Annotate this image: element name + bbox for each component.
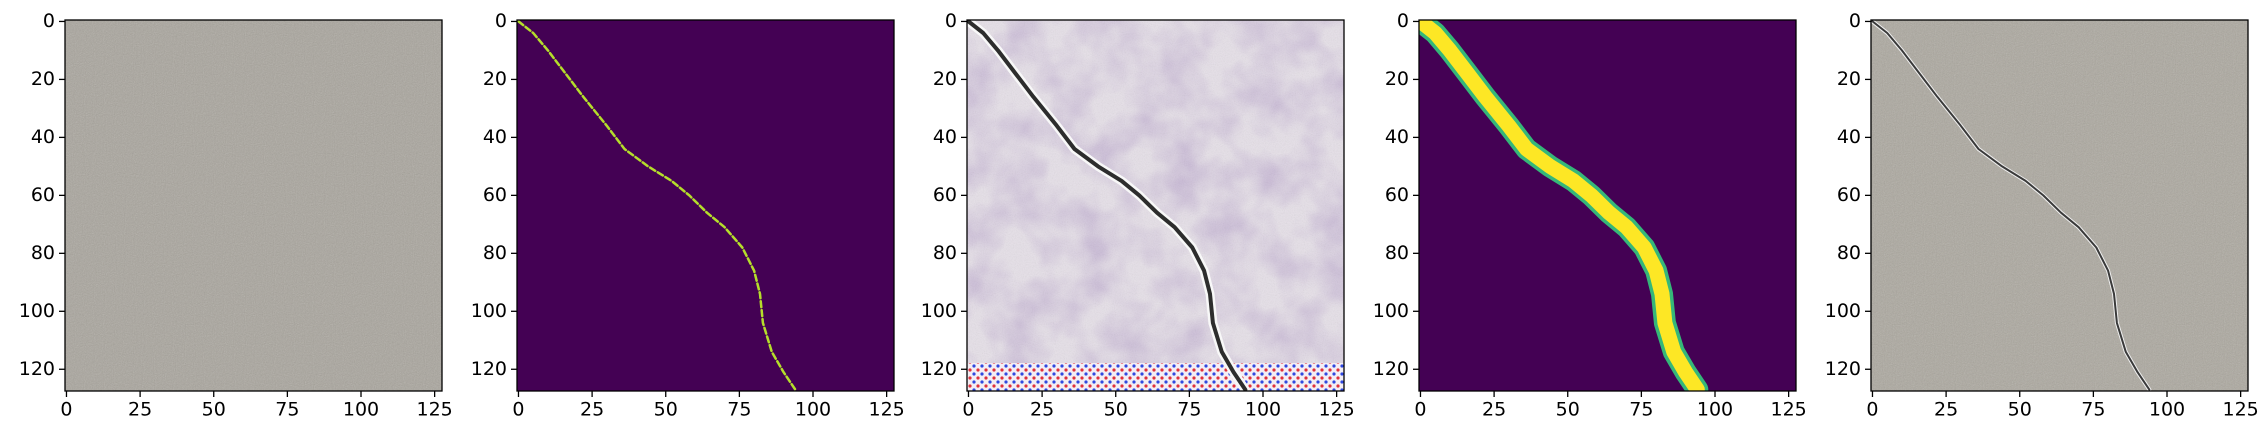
y-tick-label: 20 xyxy=(1385,68,1409,90)
y-tick-label: 60 xyxy=(483,184,507,206)
x-tick-label: 25 xyxy=(1934,399,1958,421)
y-tick-label: 120 xyxy=(19,358,55,380)
x-tick-label: 75 xyxy=(275,399,299,421)
x-tick-label: 0 xyxy=(1866,399,1878,421)
x-tick-label: 125 xyxy=(1319,399,1355,421)
x-tick-label: 75 xyxy=(727,399,751,421)
crack xyxy=(967,20,1248,391)
y-tick-label: 40 xyxy=(1385,126,1409,148)
y-tick-label: 0 xyxy=(43,10,55,32)
y-tick-label: 100 xyxy=(1373,300,1409,322)
y-tick-label: 60 xyxy=(31,184,55,206)
image-panel xyxy=(517,20,894,391)
y-tick-label: 80 xyxy=(31,242,55,264)
axes-frame xyxy=(1870,19,2249,392)
y-tick-label: 120 xyxy=(471,358,507,380)
x-tick-label: 0 xyxy=(1414,399,1426,421)
y-tick-label: 20 xyxy=(1837,68,1861,90)
image-panel xyxy=(1871,20,2248,391)
x-tick-label: 50 xyxy=(1556,399,1580,421)
image-grain xyxy=(1871,20,2248,391)
y-tick-label: 100 xyxy=(471,300,507,322)
y-tick-label: 60 xyxy=(1385,184,1409,206)
y-tick-label: 120 xyxy=(1373,358,1409,380)
x-tick-label: 100 xyxy=(795,399,831,421)
y-tick-label: 80 xyxy=(933,242,957,264)
x-tick-label: 0 xyxy=(962,399,974,421)
x-tick-label: 25 xyxy=(580,399,604,421)
y-tick-label: 80 xyxy=(483,242,507,264)
axes-frame xyxy=(1418,19,1797,392)
x-tick-label: 75 xyxy=(2081,399,2105,421)
x-tick-label: 25 xyxy=(1482,399,1506,421)
x-tick-label: 125 xyxy=(2223,399,2259,421)
axes-frame xyxy=(64,19,443,392)
x-tick-label: 100 xyxy=(1697,399,1733,421)
y-tick-label: 60 xyxy=(933,184,957,206)
y-tick-label: 120 xyxy=(921,358,957,380)
x-tick-label: 25 xyxy=(1030,399,1054,421)
y-tick-label: 0 xyxy=(1849,10,1861,32)
x-tick-label: 50 xyxy=(202,399,226,421)
y-tick-label: 40 xyxy=(31,126,55,148)
x-tick-label: 75 xyxy=(1177,399,1201,421)
y-tick-label: 20 xyxy=(483,68,507,90)
y-tick-label: 120 xyxy=(1825,358,1861,380)
image-background xyxy=(517,20,894,391)
crack xyxy=(1871,20,2151,391)
y-tick-label: 0 xyxy=(945,10,957,32)
x-tick-label: 50 xyxy=(2008,399,2032,421)
x-tick-label: 50 xyxy=(1104,399,1128,421)
x-tick-label: 100 xyxy=(343,399,379,421)
y-tick-label: 80 xyxy=(1385,242,1409,264)
x-tick-label: 125 xyxy=(1771,399,1807,421)
x-tick-label: 25 xyxy=(128,399,152,421)
y-tick-label: 100 xyxy=(19,300,55,322)
y-tick-label: 100 xyxy=(921,300,957,322)
y-tick-label: 40 xyxy=(933,126,957,148)
x-tick-label: 100 xyxy=(2149,399,2185,421)
x-tick-label: 0 xyxy=(512,399,524,421)
image-panel xyxy=(967,20,1344,391)
y-tick-label: 80 xyxy=(1837,242,1861,264)
x-tick-label: 125 xyxy=(417,399,453,421)
y-tick-label: 20 xyxy=(31,68,55,90)
x-tick-label: 0 xyxy=(60,399,72,421)
y-tick-label: 60 xyxy=(1837,184,1861,206)
y-tick-label: 40 xyxy=(483,126,507,148)
x-tick-label: 100 xyxy=(1245,399,1281,421)
crack xyxy=(1419,20,1705,391)
x-tick-label: 50 xyxy=(654,399,678,421)
y-tick-label: 0 xyxy=(495,10,507,32)
y-tick-label: 20 xyxy=(933,68,957,90)
axes-frame xyxy=(516,19,895,392)
y-tick-label: 0 xyxy=(1397,10,1409,32)
image-panel xyxy=(1419,20,1796,391)
x-tick-label: 125 xyxy=(869,399,905,421)
crack xyxy=(517,20,797,391)
axes-frame xyxy=(966,19,1345,392)
image-panel xyxy=(65,20,442,391)
y-tick-label: 40 xyxy=(1837,126,1861,148)
y-tick-label: 100 xyxy=(1825,300,1861,322)
image-artifact-band xyxy=(967,363,1344,391)
x-tick-label: 75 xyxy=(1629,399,1653,421)
image-grain xyxy=(65,20,442,391)
